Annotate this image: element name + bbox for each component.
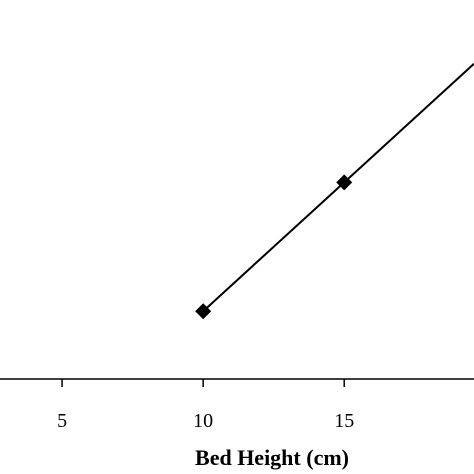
data-point-marker: [336, 174, 353, 191]
x-axis-ticks: 5 10 15: [57, 379, 354, 432]
x-tick-label: 5: [57, 410, 67, 432]
data-point-marker: [195, 303, 212, 320]
series-line: [202, 62, 474, 312]
x-axis-title: Bed Height (cm): [195, 445, 349, 470]
plot-area: [195, 62, 474, 320]
x-tick-label: 15: [334, 410, 354, 432]
x-tick-label: 10: [193, 410, 213, 432]
